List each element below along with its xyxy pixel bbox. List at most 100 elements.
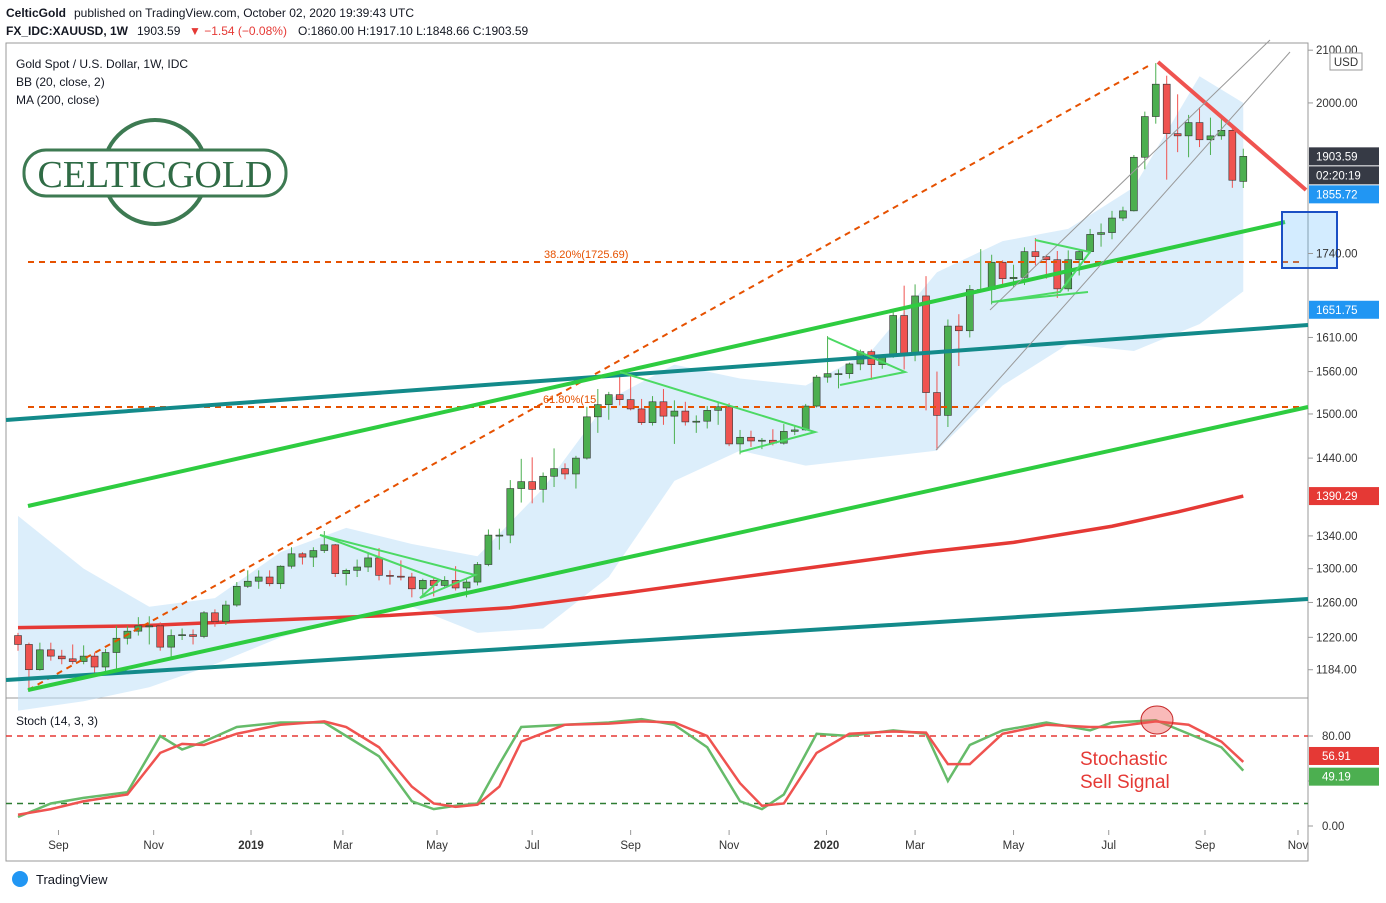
candle-body	[823, 373, 832, 378]
candle-body	[637, 408, 646, 423]
candle-body	[440, 580, 449, 586]
y-tick-label: 1610.00	[1316, 332, 1358, 344]
candle-body	[353, 566, 361, 571]
x-tick-label: Mar	[333, 840, 353, 852]
y-tick-label: 1440.00	[1316, 453, 1358, 465]
last: 1903.59	[137, 24, 181, 38]
candle-body	[495, 534, 504, 537]
candle-body	[287, 553, 296, 567]
candle-body	[14, 635, 22, 645]
candle-body	[1119, 210, 1127, 219]
x-tick-label: May	[1003, 840, 1025, 852]
candle-body	[965, 289, 974, 332]
candle-body	[418, 580, 427, 590]
stoch-label: 56.91	[1322, 751, 1351, 763]
candle-body	[1031, 251, 1040, 257]
candle-body	[112, 637, 121, 653]
price-label-bg	[1309, 300, 1379, 319]
y-tick-label: 2000.00	[1316, 98, 1358, 110]
indicator-legend: BB (20, close, 2)	[16, 75, 105, 89]
candle-body	[790, 429, 799, 432]
stoch-label-bg	[1309, 746, 1379, 765]
y-tick-label: 1560.00	[1316, 367, 1358, 379]
x-tick-label: Nov	[1288, 840, 1309, 852]
candle-body	[1097, 232, 1105, 235]
parallel-channel	[935, 51, 1291, 451]
x-tick-label: Sep	[1195, 840, 1215, 852]
candle-body	[342, 570, 351, 574]
candle-body	[506, 488, 515, 536]
candle-body	[178, 634, 186, 636]
fib-label: 61.80%(15	[543, 394, 596, 406]
x-tick-label: 2020	[814, 840, 840, 852]
logo: CELTICGOLD	[22, 118, 288, 226]
annotation: Sell Signal	[1080, 772, 1170, 793]
logo-text: CELTICGOLD	[37, 154, 272, 196]
candle-body	[845, 363, 854, 374]
candle-body	[320, 544, 329, 551]
candle-body	[265, 576, 274, 585]
candle-body	[604, 394, 613, 405]
candle-body	[211, 612, 219, 622]
candle-body	[397, 575, 405, 578]
candle-body	[309, 550, 318, 558]
stoch-tick-label: 80.00	[1322, 731, 1351, 743]
published: published on TradingView.com, October 02…	[74, 6, 414, 20]
x-tick-label: May	[426, 840, 448, 852]
price-label: 1651.75	[1316, 305, 1358, 317]
last-price-bg	[1309, 147, 1379, 166]
candle-body	[922, 295, 930, 393]
candle-body	[1009, 277, 1018, 279]
price-label-bg	[1309, 185, 1379, 204]
candle-body	[550, 468, 558, 477]
candle-body	[25, 644, 33, 671]
candle-body	[987, 261, 996, 290]
footer-brand: TradingView	[36, 872, 108, 887]
y-tick-label: 1300.00	[1316, 564, 1358, 576]
candle-body	[615, 394, 624, 400]
candle-body	[812, 376, 821, 407]
x-tick-label: Jul	[1101, 840, 1116, 852]
last-price: 1903.59	[1316, 151, 1358, 163]
x-tick-label: Nov	[143, 840, 164, 852]
candle-body	[408, 576, 416, 590]
candle-body	[462, 581, 471, 589]
x-tick-label: Jul	[525, 840, 540, 852]
candle-body	[572, 457, 580, 475]
change: ▼ −1.54 (−0.08%)	[189, 24, 287, 38]
stoch-line	[17, 720, 1245, 816]
candle-body	[298, 553, 307, 558]
candle-body	[1075, 251, 1083, 261]
candle-body	[692, 420, 701, 423]
y-tick-label: 1220.00	[1316, 632, 1358, 644]
y-tick-label: 1184.00	[1316, 665, 1357, 677]
candle-body	[222, 604, 230, 622]
x-tick-label: Sep	[48, 840, 68, 852]
y-tick-label: 1340.00	[1316, 531, 1358, 543]
candle-body	[834, 373, 843, 375]
stoch-tick-label: 0.00	[1322, 821, 1344, 833]
y-tick-label: 1260.00	[1316, 597, 1358, 609]
candle-body	[189, 634, 197, 637]
candle-body	[1162, 83, 1171, 134]
candle-body	[1195, 122, 1204, 141]
logo-badge	[22, 148, 288, 198]
price-label: 1855.72	[1316, 189, 1358, 201]
chart-title: Gold Spot / U.S. Dollar, 1W, IDC	[16, 57, 188, 71]
candle-body	[659, 401, 668, 417]
candle-body	[561, 468, 569, 475]
candle-body	[36, 649, 44, 671]
trend-line	[27, 220, 1286, 508]
candle-body	[473, 564, 482, 583]
candle-body	[167, 635, 175, 648]
currency-box	[1329, 52, 1363, 71]
candle-body	[626, 399, 635, 410]
channel-line	[5, 323, 1309, 422]
candle-body	[933, 392, 941, 416]
y-tick-label: 1500.00	[1316, 409, 1358, 421]
ma-label-bg	[1309, 487, 1379, 506]
triangle	[319, 534, 479, 599]
footer-logo	[12, 871, 28, 887]
candle-body	[1108, 217, 1116, 233]
axis-layer: 2100.002000.001740.001610.001560.001500.…	[48, 45, 1379, 852]
